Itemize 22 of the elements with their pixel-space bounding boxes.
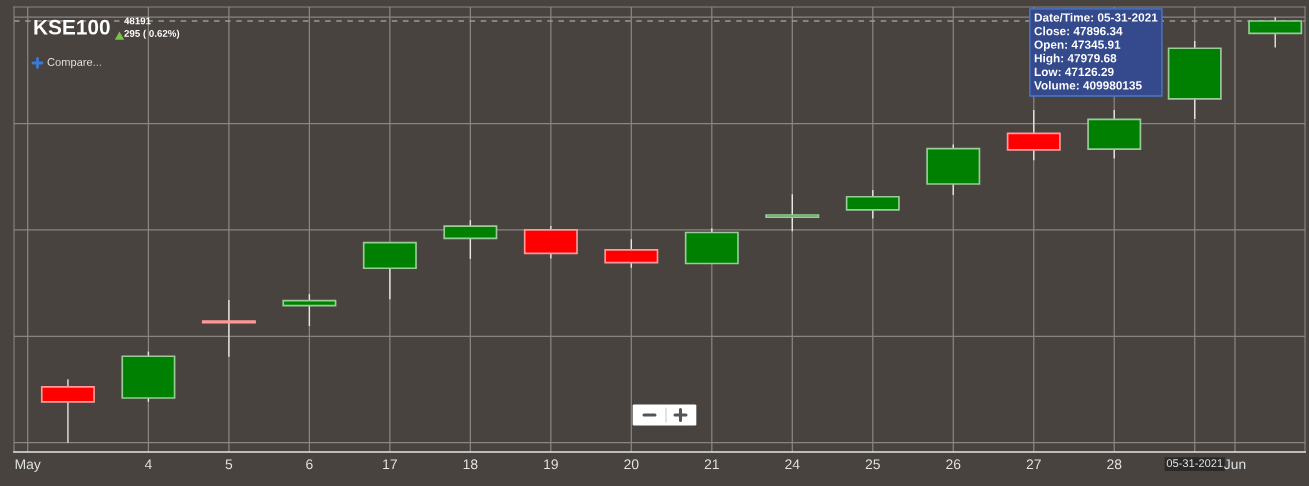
- text: Jun: [1224, 459, 1246, 470]
- x-tick-label: 20: [624, 459, 639, 470]
- x-tick-label: 05-31-2021: [1166, 459, 1223, 468]
- x-tick-label: 18: [463, 459, 478, 470]
- chart-title: KSE100: [34, 19, 110, 35]
- x-tick-label: 5: [225, 459, 233, 470]
- candlestick: [201, 299, 256, 358]
- annotation: Date/Time: 05-31-2021 Close: 47896.34 Open: 47345.91 High: 47979.68 Low: 47126.29 Volume: 409980135: [1034, 13, 1158, 90]
- x-tick-label: 27: [1026, 459, 1041, 470]
- x-tick-label: 26: [946, 459, 961, 470]
- x-tick-label: 25: [865, 459, 880, 470]
- x-tick-label: 21: [704, 459, 719, 470]
- candlestick: [765, 193, 820, 232]
- x-tick-label: 4: [144, 459, 152, 470]
- x-tick-label: 17: [383, 459, 397, 470]
- x-tick-label: 28: [1107, 459, 1122, 470]
- x-tick-label: 19: [544, 459, 558, 470]
- annotation: Compare...: [47, 58, 101, 69]
- x-tick-label: 24: [785, 459, 800, 470]
- x-tick-label: 6: [306, 459, 313, 470]
- text: 48191 295 ( 0.62%): [124, 17, 180, 39]
- text: May: [15, 459, 41, 472]
